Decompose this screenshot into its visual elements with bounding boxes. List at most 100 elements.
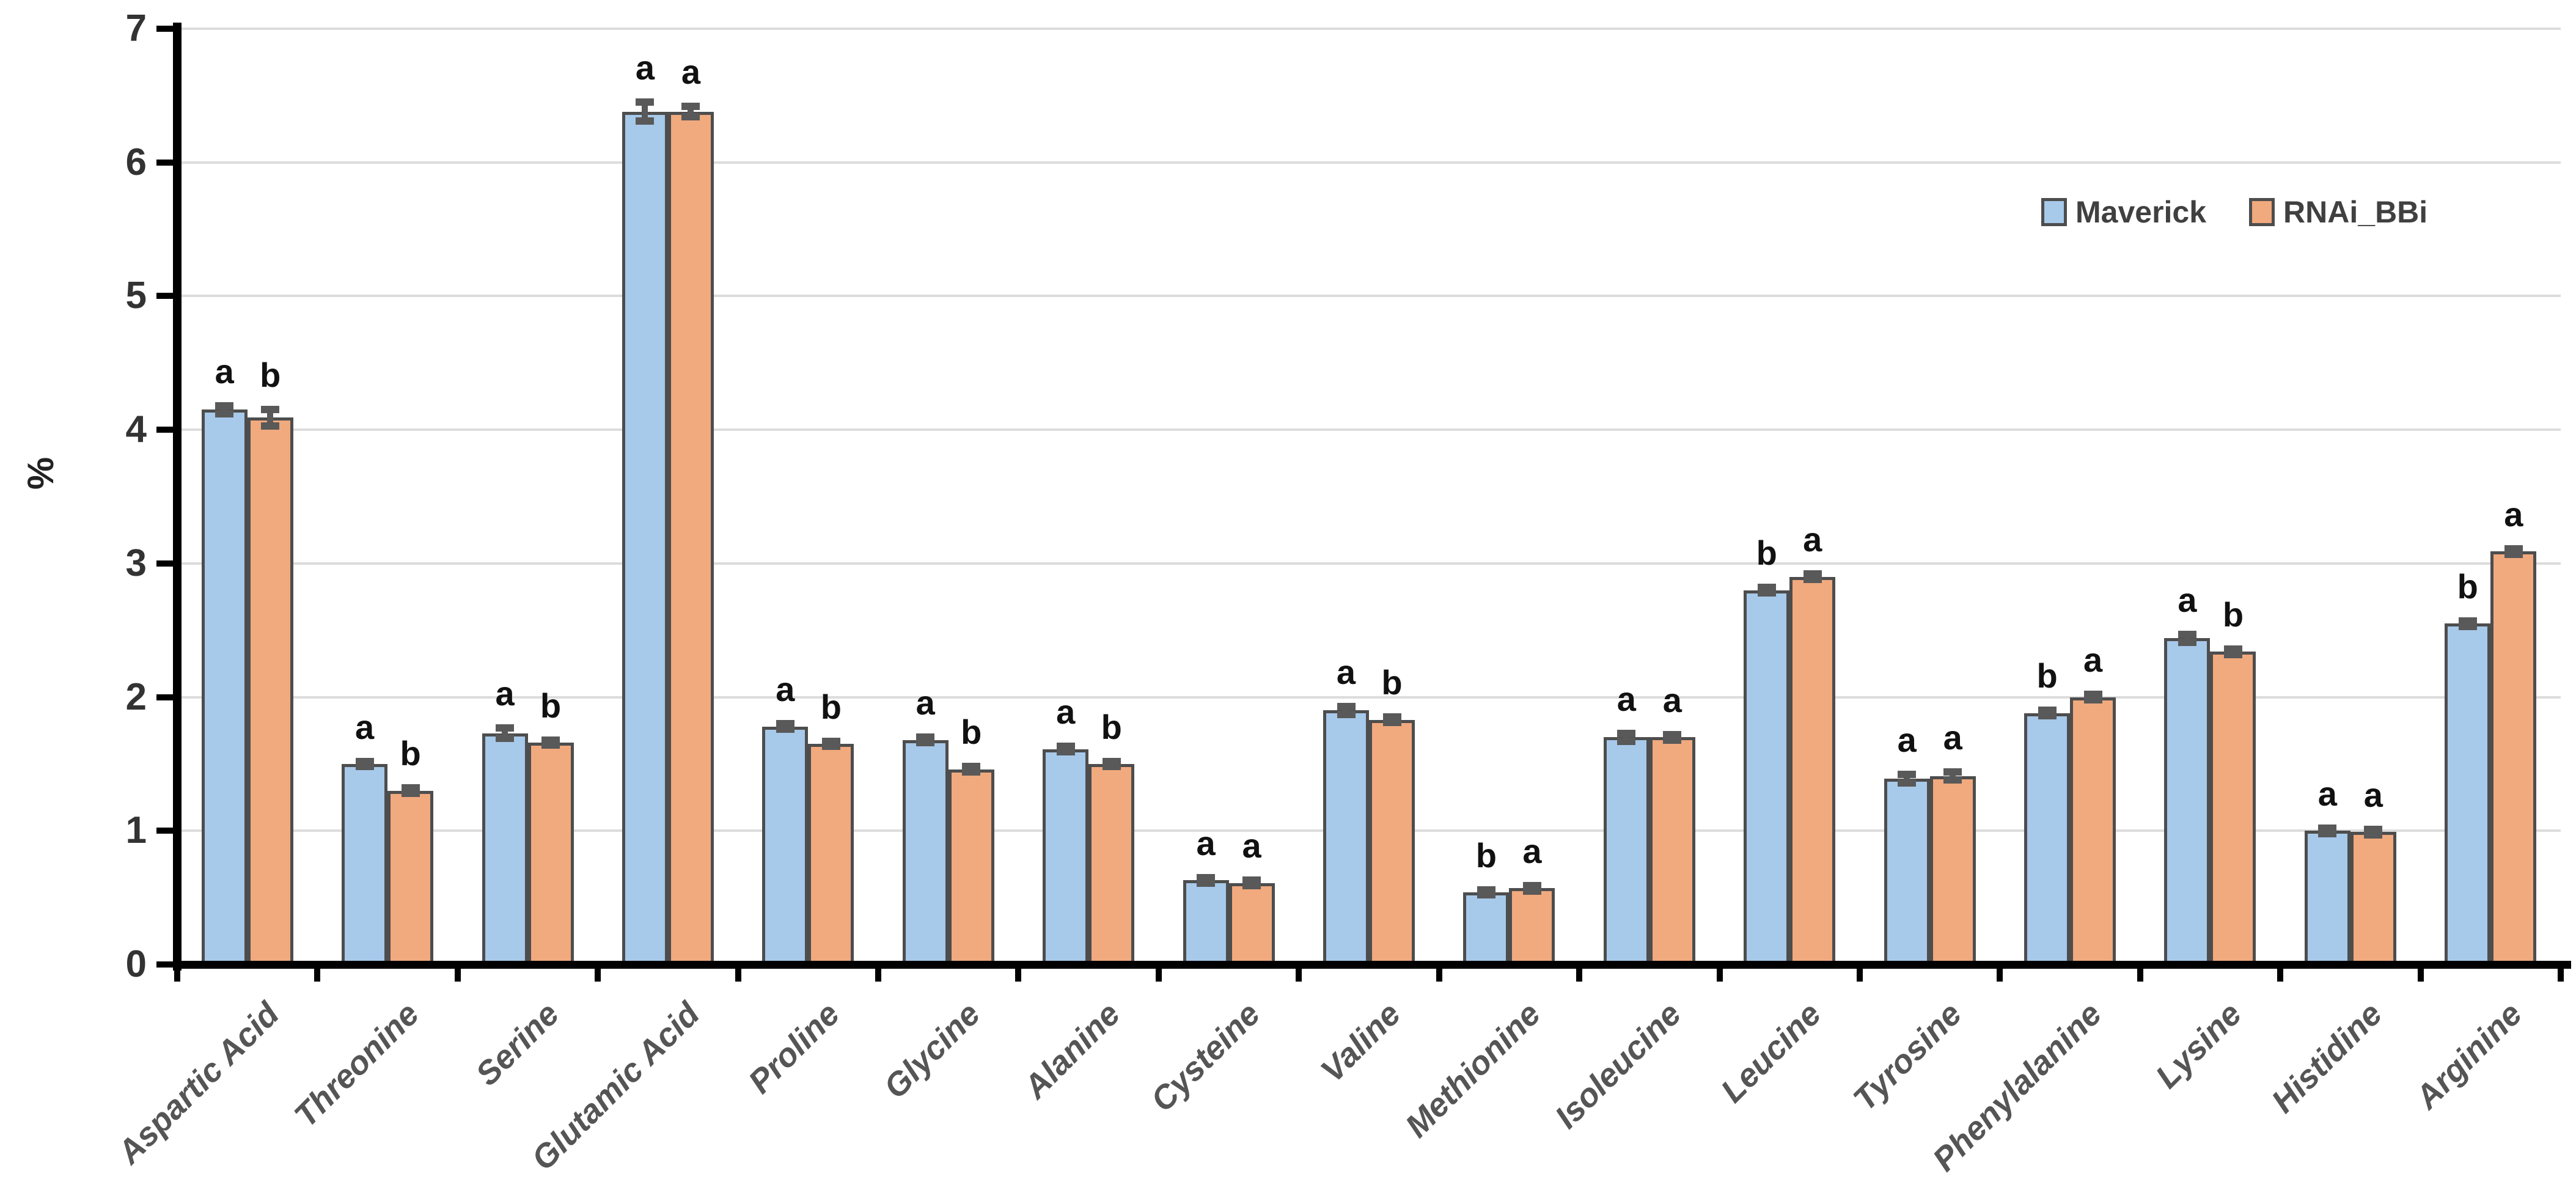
error-cap-bottom-maverick-phenylalanine [2038, 712, 2057, 720]
x-category-label-tyrosine: Tyrosine [1846, 995, 1969, 1118]
significance-letter-rnai-bbi-phenylalanine: a [2083, 641, 2103, 680]
y-axis-title: % [20, 457, 62, 490]
y-tick-3 [156, 560, 177, 567]
error-cap-bottom-maverick-alanine [1056, 748, 1075, 756]
bar-maverick-glutamic-acid [622, 111, 668, 964]
significance-letter-maverick-cysteine: a [1196, 823, 1216, 862]
y-tick-0 [156, 961, 177, 968]
error-cap-bottom-rnai-bbi-isoleucine [1663, 736, 1682, 744]
error-cap-bottom-maverick-arginine [2458, 622, 2477, 630]
error-cap-bottom-maverick-threonine [355, 763, 374, 771]
significance-letter-rnai-bbi-aspartic-acid: b [260, 356, 281, 395]
significance-letter-maverick-isoleucine: a [1616, 679, 1636, 718]
error-bar-maverick-glutamic-acid [642, 102, 648, 121]
significance-letter-maverick-histidine: a [2317, 774, 2337, 813]
significance-letter-maverick-serine: a [495, 674, 515, 713]
gridline-7 [177, 28, 2561, 30]
error-cap-bottom-maverick-glutamic-acid [636, 117, 655, 125]
error-bar-rnai-bbi-aspartic-acid [267, 410, 274, 426]
error-cap-bottom-maverick-tyrosine [1898, 779, 1917, 787]
y-tick-4 [156, 427, 177, 433]
error-cap-top-maverick-isoleucine [1617, 729, 1636, 737]
bar-maverick-arginine [2445, 623, 2491, 964]
error-bar-maverick-tyrosine [1904, 774, 1910, 783]
y-tick-5 [156, 293, 177, 299]
x-category-label-valine: Valine [1313, 995, 1408, 1090]
error-cap-bottom-maverick-leucine [1757, 589, 1776, 597]
x-tick-16 [2417, 964, 2424, 982]
error-cap-bottom-maverick-valine [1337, 711, 1356, 718]
significance-letter-maverick-glycine: a [916, 683, 935, 722]
y-tick-label-1: 1 [125, 809, 147, 852]
bar-rnai-bbi-tyrosine [1929, 776, 1976, 964]
x-tick-7 [1155, 964, 1162, 982]
error-cap-bottom-rnai-bbi-valine [1382, 719, 1401, 727]
significance-letter-maverick-tyrosine: a [1897, 721, 1917, 760]
gridline-4 [177, 428, 2561, 432]
bar-maverick-histidine [2304, 831, 2350, 964]
error-cap-bottom-maverick-aspartic-acid [215, 410, 234, 417]
gridline-3 [177, 562, 2561, 565]
significance-letter-rnai-bbi-cysteine: a [1242, 826, 1261, 865]
y-tick-label-4: 4 [125, 408, 147, 451]
error-cap-bottom-rnai-bbi-arginine [2504, 550, 2523, 558]
error-cap-bottom-maverick-cysteine [1197, 879, 1216, 887]
error-cap-top-rnai-bbi-aspartic-acid [261, 406, 280, 414]
error-cap-bottom-rnai-bbi-glutamic-acid [681, 113, 700, 121]
bar-maverick-methionine [1463, 892, 1510, 964]
bar-maverick-leucine [1744, 590, 1790, 964]
bar-maverick-isoleucine [1603, 737, 1649, 964]
bar-rnai-bbi-phenylalanine [2070, 697, 2116, 964]
error-cap-bottom-rnai-bbi-threonine [401, 790, 420, 798]
x-tick-2 [454, 964, 461, 982]
error-bar-maverick-serine [502, 727, 508, 739]
x-category-label-lysine: Lysine [2149, 995, 2249, 1096]
significance-letter-rnai-bbi-serine: b [540, 686, 562, 725]
bar-rnai-bbi-isoleucine [1649, 737, 1695, 964]
x-tick-3 [595, 964, 601, 982]
error-cap-top-rnai-bbi-glutamic-acid [681, 102, 700, 110]
significance-letter-maverick-lysine: a [2178, 580, 2197, 619]
legend-swatch-rnai-bbi [2249, 198, 2275, 226]
bar-rnai-bbi-methionine [1509, 888, 1555, 964]
bar-rnai-bbi-arginine [2490, 551, 2537, 964]
x-category-label-leucine: Leucine [1714, 995, 1829, 1110]
gridline-5 [177, 295, 2561, 298]
x-category-label-proline: Proline [741, 995, 847, 1101]
error-cap-bottom-maverick-glycine [916, 738, 935, 746]
significance-letter-rnai-bbi-proline: b [820, 687, 842, 726]
bar-maverick-lysine [2164, 638, 2211, 964]
x-category-label-aspartic-acid: Aspartic Acid [110, 995, 286, 1171]
error-cap-bottom-rnai-bbi-alanine [1102, 763, 1121, 771]
x-tick-6 [1015, 964, 1022, 982]
x-tick-5 [875, 964, 882, 982]
bar-rnai-bbi-threonine [387, 790, 434, 964]
legend-swatch-maverick [2041, 198, 2067, 226]
bar-maverick-aspartic-acid [201, 410, 248, 964]
significance-letter-maverick-proline: a [776, 670, 795, 709]
x-tick-1 [314, 964, 321, 982]
legend-item-maverick: Maverick [2041, 194, 2206, 230]
significance-letter-rnai-bbi-isoleucine: a [1662, 680, 1682, 719]
error-bar-rnai-bbi-glutamic-acid [688, 106, 694, 117]
x-category-label-arginine: Arginine [2409, 995, 2530, 1117]
bar-rnai-bbi-glutamic-acid [667, 111, 714, 964]
x-category-label-histidine: Histidine [2264, 995, 2390, 1120]
error-cap-top-maverick-aspartic-acid [215, 402, 234, 410]
significance-letter-maverick-leucine: b [1756, 534, 1777, 573]
significance-letter-maverick-glutamic-acid: a [635, 48, 655, 87]
bar-maverick-tyrosine [1884, 778, 1930, 964]
gridline-6 [177, 161, 2561, 164]
error-bar-rnai-bbi-tyrosine [1950, 772, 1956, 780]
bar-maverick-cysteine [1183, 880, 1229, 964]
bar-rnai-bbi-histidine [2350, 832, 2396, 964]
significance-letter-rnai-bbi-tyrosine: a [1943, 718, 1962, 757]
significance-letter-rnai-bbi-alanine: b [1101, 707, 1122, 746]
significance-letter-maverick-alanine: a [1056, 692, 1076, 732]
significance-letter-maverick-arginine: b [2457, 567, 2478, 606]
significance-letter-maverick-threonine: a [355, 707, 375, 746]
significance-letter-rnai-bbi-glycine: b [961, 713, 982, 752]
legend-label-maverick: Maverick [2075, 195, 2207, 229]
error-cap-bottom-maverick-lysine [2178, 638, 2196, 646]
